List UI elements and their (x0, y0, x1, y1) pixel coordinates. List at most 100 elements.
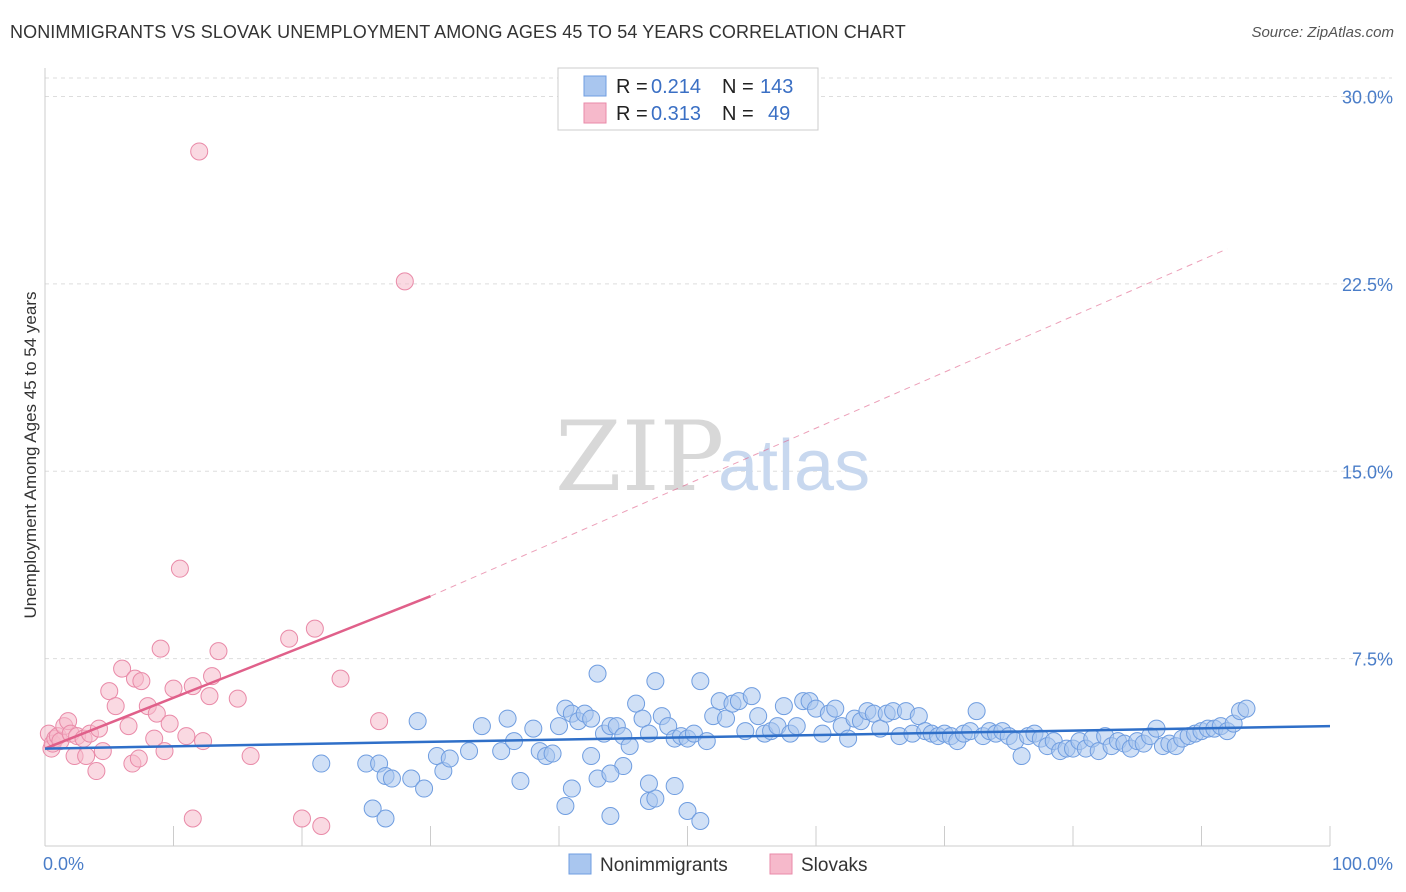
y-tick-label-2: 22.5% (1342, 275, 1393, 295)
slovaks-point-12 (77, 747, 96, 766)
bottom-legend-nonimmigrants: Nonimmigrants (600, 855, 728, 876)
slovaks-point-20 (119, 717, 138, 736)
slovaks-point-35 (190, 142, 209, 161)
nonimmigrants-point-11 (363, 799, 382, 818)
nonimmigrants-point-38 (646, 672, 665, 691)
nonimmigrants-point-68 (839, 729, 858, 748)
slovaks-point-49 (183, 809, 202, 828)
y-tick-label-3: 30.0% (1342, 88, 1393, 108)
slovaks-point-42 (280, 629, 299, 648)
nonimmigrants-point-53 (742, 687, 761, 706)
nonimmigrants-point-66 (826, 699, 845, 718)
watermark-zip: ZIP (555, 401, 724, 513)
slovaks-point-14 (87, 762, 106, 781)
y-axis-label: Unemployment Among Ages 45 to 54 years (21, 292, 40, 619)
slovaks-point-47 (370, 712, 389, 731)
grid-lines (45, 77, 1392, 660)
slovaks-point-19 (113, 659, 132, 678)
nonimmigrants-point-141 (639, 774, 658, 793)
legend-n-value-1: 143 (760, 76, 793, 98)
nonimmigrants-point-16 (498, 709, 517, 728)
nonimmigrants-point-88 (967, 702, 986, 721)
nonimmigrants-point-15 (492, 742, 511, 761)
chart-title: NONIMMIGRANTS VS SLOVAK UNEMPLOYMENT AMO… (10, 22, 906, 42)
nonimmigrants-point-4 (382, 769, 401, 788)
nonimmigrants-point-13 (460, 742, 479, 761)
slovaks-point-44 (305, 619, 324, 638)
watermark-atlas: atlas (718, 426, 870, 506)
legend-n-label-1: N = (722, 76, 754, 98)
nonimmigrants-point-133 (582, 747, 601, 766)
nonimmigrants-point-64 (813, 724, 832, 743)
slovaks-point-41 (241, 747, 260, 766)
nonimmigrants-point-22 (543, 744, 562, 763)
nonimmigrants-point-36 (633, 709, 652, 728)
slovaks-point-45 (312, 817, 331, 836)
slovaks-point-18 (106, 697, 125, 716)
nonimmigrants-point-137 (646, 789, 665, 808)
legend-n-label-2: N = (722, 103, 754, 125)
nonimmigrants-point-10 (440, 749, 459, 768)
y-tick-label-0: 7.5% (1352, 650, 1393, 670)
nonimmigrants-point-54 (749, 707, 768, 726)
chart-source: Source: ZipAtlas.com (1251, 24, 1394, 41)
x-tick-label-min: 0.0% (43, 854, 84, 874)
legend-r-value-1: 0.214 (651, 76, 701, 98)
y-tick-label-1: 15.0% (1342, 462, 1393, 482)
slovaks-point-40 (228, 689, 247, 708)
nonimmigrants-point-49 (717, 709, 736, 728)
legend-swatch-slovaks (583, 102, 607, 124)
legend-r-value-2: 0.313 (651, 103, 701, 125)
nonimmigrants-point-7 (408, 712, 427, 731)
slovaks-point-32 (170, 559, 189, 578)
slovaks-trend-extension (430, 248, 1228, 597)
nonimmigrants-point-132 (562, 779, 581, 798)
nonimmigrants-points (312, 664, 1256, 831)
nonimmigrants-point-45 (691, 672, 710, 691)
slovaks-points (39, 142, 414, 836)
bottom-legend-slovaks: Slovaks (801, 855, 868, 876)
nonimmigrants-point-6 (415, 779, 434, 798)
legend-swatch-nonimmigrants (583, 75, 607, 97)
slovaks-point-33 (177, 727, 196, 746)
nonimmigrants-point-18 (511, 772, 530, 791)
nonimmigrants-point-14 (472, 717, 491, 736)
nonimmigrants-point-0 (312, 754, 331, 773)
nonimmigrants-point-23 (550, 717, 568, 736)
bottom-legend: Nonimmigrants Slovaks (568, 853, 868, 876)
y-tick-labels: 7.5% 15.0% 22.5% 30.0% (1342, 88, 1393, 670)
axes (44, 68, 1331, 847)
nonimmigrants-point-5 (402, 769, 421, 788)
nonimmigrants-point-130 (1237, 699, 1256, 718)
slovaks-point-29 (155, 742, 174, 761)
trend-lines (44, 248, 1331, 750)
nonimmigrants-point-58 (774, 697, 793, 716)
nonimmigrants-point-139 (678, 802, 697, 821)
slovaks-point-30 (160, 714, 179, 733)
nonimmigrants-point-143 (588, 664, 607, 683)
nonimmigrants-point-131 (556, 797, 575, 816)
slovaks-point-43 (293, 809, 311, 828)
slovaks-trend-line (44, 595, 431, 750)
legend-r-label-1: R = (616, 76, 648, 98)
nonimmigrants-point-140 (691, 812, 710, 831)
legend-r-label-2: R = (616, 103, 648, 125)
nonimmigrants-point-35 (627, 694, 646, 713)
slovaks-point-37 (200, 687, 219, 706)
nonimmigrants-point-134 (601, 807, 620, 826)
nonimmigrants-point-34 (620, 737, 639, 756)
nonimmigrants-point-138 (665, 777, 684, 796)
legend-box: R = 0.214 N = 143 R = 0.313 N = 49 (557, 67, 819, 131)
slovaks-point-28 (151, 639, 170, 658)
slovaks-point-23 (129, 749, 148, 768)
bottom-legend-swatch-slovaks (769, 853, 793, 875)
nonimmigrants-point-46 (697, 732, 716, 751)
nonimmigrants-point-60 (787, 717, 806, 736)
slovaks-point-16 (93, 742, 112, 761)
slovaks-point-48 (395, 272, 414, 291)
nonimmigrants-point-95 (1012, 747, 1031, 766)
slovaks-point-17 (100, 682, 119, 701)
nonimmigrants-point-37 (639, 724, 658, 743)
nonimmigrants-point-79 (909, 707, 928, 726)
